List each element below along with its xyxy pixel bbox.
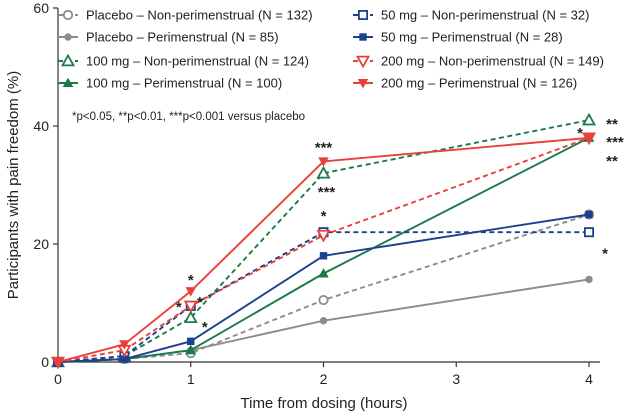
series-d200-np — [50, 132, 597, 370]
legend-item-d200-p: 200 mg – Perimenstrual (N = 126) — [353, 76, 577, 91]
y-tick-label: 20 — [33, 236, 49, 252]
legend-item-d100-p: 100 mg – Perimenstrual (N = 100) — [58, 76, 282, 91]
data-point — [316, 229, 331, 243]
legend-label: Placebo – Non-perimenstrual (N = 132) — [86, 8, 313, 23]
significance-note: *p<0.05, **p<0.01, ***p<0.001 versus pla… — [72, 111, 305, 123]
significance-marker: * — [202, 319, 208, 336]
significance-marker: ** — [606, 116, 618, 133]
y-tick-label: 0 — [41, 354, 49, 370]
data-point — [318, 294, 329, 306]
data-point — [584, 227, 595, 238]
significance-marker: * — [321, 208, 327, 225]
significance-annotations: ** ****************** — [176, 116, 624, 336]
legend: Placebo – Non-perimenstrual (N = 132) 50 … — [58, 8, 604, 91]
data-point — [585, 275, 593, 284]
data-point — [319, 252, 328, 260]
data-point — [583, 133, 595, 144]
legend-item-d200-np: 200 mg – Non-perimenstrual (N = 149) — [353, 54, 604, 69]
legend-marker — [62, 77, 74, 88]
x-axis-title: Time from dosing (hours) — [241, 395, 408, 412]
series-d200-p — [52, 133, 595, 368]
y-tick-label: 40 — [33, 118, 49, 134]
legend-item-pl-p: Placebo – Perimenstrual (N = 85) — [58, 30, 279, 45]
data-point — [187, 337, 195, 346]
legend-marker — [355, 55, 371, 69]
data-point — [318, 157, 329, 167]
legend-marker — [357, 78, 369, 89]
series-line-d50-np — [57, 231, 589, 363]
legend-marker — [359, 33, 367, 41]
legend-item-d50-np: 50 mg – Non-perimenstrual (N = 32) — [353, 8, 589, 23]
significance-marker: * — [577, 125, 583, 142]
x-tick-label: 1 — [187, 371, 195, 387]
data-point — [319, 317, 328, 325]
data-point — [585, 210, 593, 219]
y-tick-label: 60 — [33, 0, 49, 16]
data-point — [119, 340, 130, 350]
legend-marker — [62, 9, 74, 21]
significance-marker: * — [602, 246, 608, 263]
significance-marker: * — [176, 299, 182, 316]
legend-item-d100-np: 100 mg – Non-perimenstrual (N = 124) — [58, 54, 309, 69]
y-axis-title: Participants with pain freedom (%) — [5, 71, 22, 299]
data-point — [52, 357, 64, 368]
legend-item-d50-p: 50 mg – Perimenstrual (N = 28) — [353, 30, 563, 45]
legend-label: 200 mg – Non-perimenstrual (N = 149) — [381, 54, 604, 69]
data-point — [581, 112, 597, 126]
data-point — [316, 165, 331, 179]
significance-marker: *** — [318, 184, 336, 201]
legend-label: 50 mg – Non-perimenstrual (N = 32) — [381, 8, 589, 23]
legend-label: 100 mg – Non-perimenstrual (N = 124) — [86, 54, 309, 69]
series-group — [50, 112, 597, 370]
x-tick-label: 4 — [585, 371, 593, 387]
legend-item-pl-np: Placebo – Non-perimenstrual (N = 132) — [58, 8, 313, 23]
legend-marker — [60, 53, 76, 67]
legend-label: 100 mg – Perimenstrual (N = 100) — [86, 76, 282, 91]
x-tick-label: 0 — [54, 371, 62, 387]
significance-marker: *** — [315, 139, 333, 156]
data-point — [185, 287, 196, 297]
data-point — [318, 268, 329, 278]
data-point — [183, 310, 198, 324]
significance-marker: * — [188, 272, 194, 289]
data-point — [183, 300, 198, 314]
legend-label: 200 mg – Perimenstrual (N = 126) — [381, 76, 577, 91]
series-pl-p — [54, 275, 593, 366]
legend-label: 50 mg – Perimenstrual (N = 28) — [381, 30, 563, 45]
axes — [57, 8, 600, 363]
legend-marker — [357, 9, 368, 20]
significance-marker: * — [197, 294, 203, 311]
x-tick-label: 3 — [452, 371, 460, 387]
legend-label: Placebo – Perimenstrual (N = 85) — [86, 30, 279, 45]
data-point — [185, 344, 196, 355]
x-tick-label: 2 — [320, 371, 328, 387]
legend-marker — [64, 33, 72, 41]
significance-marker: *** — [606, 134, 624, 151]
significance-marker: ** — [606, 153, 618, 170]
